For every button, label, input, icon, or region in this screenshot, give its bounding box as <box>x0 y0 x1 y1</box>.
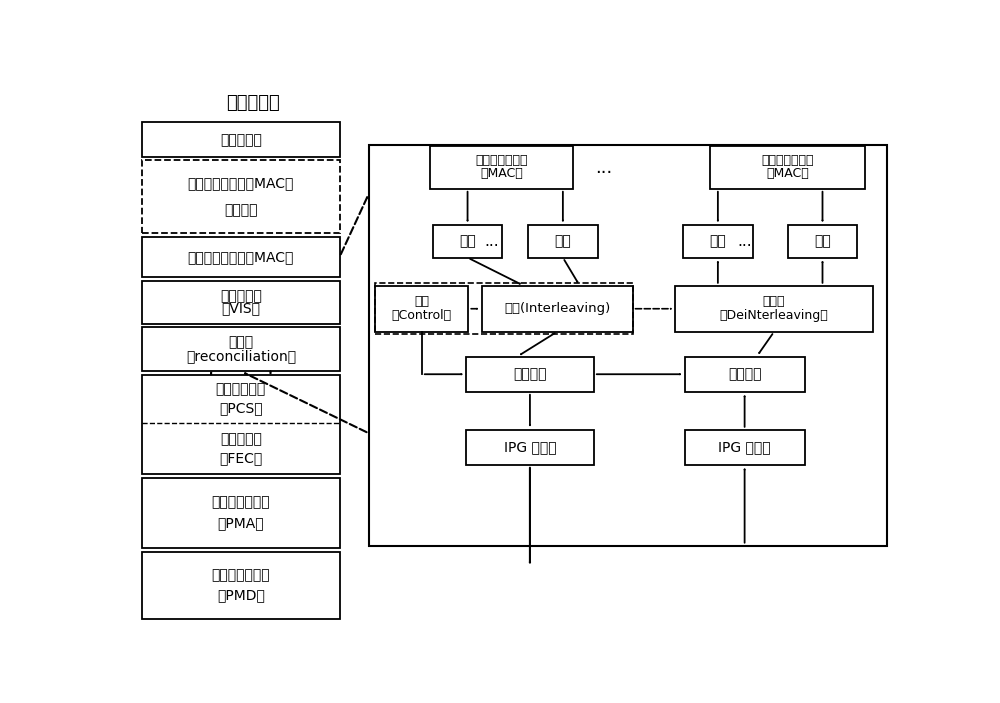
Bar <box>375 283 633 335</box>
Text: （可选）: （可选） <box>224 203 258 217</box>
Bar <box>466 356 594 392</box>
Bar <box>142 478 340 548</box>
Text: 接收数据: 接收数据 <box>728 367 761 381</box>
Text: ...: ... <box>738 234 752 249</box>
Bar <box>142 281 340 323</box>
Text: （MAC）: （MAC） <box>766 167 809 180</box>
Bar <box>369 145 887 546</box>
Text: （VIS）: （VIS） <box>221 302 260 316</box>
Bar <box>142 237 340 276</box>
Bar <box>466 430 594 465</box>
Text: （MAC）: （MAC） <box>480 167 523 180</box>
Text: 以太网层次: 以太网层次 <box>226 94 280 112</box>
Text: IPG 适配器: IPG 适配器 <box>718 440 771 454</box>
Text: 编码: 编码 <box>459 234 476 248</box>
Text: （Control）: （Control） <box>392 309 452 322</box>
Text: 发送数据: 发送数据 <box>513 367 547 381</box>
Text: 虚拟交织层: 虚拟交织层 <box>220 289 262 303</box>
Text: （DeiNterleaving）: （DeiNterleaving） <box>720 309 828 322</box>
Text: 编码: 编码 <box>554 234 571 248</box>
Text: 解码: 解码 <box>710 234 726 248</box>
Text: 协调层: 协调层 <box>228 335 253 349</box>
Text: ...: ... <box>484 234 499 249</box>
Bar <box>683 225 753 257</box>
Bar <box>685 430 805 465</box>
Bar <box>142 122 340 157</box>
Text: 物理媒体关联层: 物理媒体关联层 <box>212 568 270 582</box>
Text: 链路控制层: 链路控制层 <box>220 133 262 147</box>
Bar <box>710 146 865 189</box>
Text: 物理编码子层: 物理编码子层 <box>216 382 266 396</box>
Text: 媒体访问控制层: 媒体访问控制层 <box>475 154 528 167</box>
Bar <box>142 375 340 474</box>
Bar <box>142 327 340 371</box>
Bar <box>675 285 873 332</box>
Bar <box>433 225 502 257</box>
Text: 控制: 控制 <box>414 295 429 309</box>
Bar <box>788 225 857 257</box>
Text: 物理媒体附加层: 物理媒体附加层 <box>212 496 270 510</box>
Text: （reconciliation）: （reconciliation） <box>186 349 296 363</box>
Text: （FEC）: （FEC） <box>219 451 262 465</box>
Text: ...: ... <box>595 160 613 177</box>
Text: （PMD）: （PMD） <box>217 588 265 602</box>
Text: 前向纠错层: 前向纠错层 <box>220 432 262 446</box>
Bar <box>430 146 573 189</box>
Text: 交织(Interleaving): 交织(Interleaving) <box>504 302 610 315</box>
Text: （PCS）: （PCS） <box>219 401 263 415</box>
Bar <box>528 225 598 257</box>
Bar <box>142 160 340 233</box>
Text: 解码: 解码 <box>814 234 831 248</box>
Text: 媒体访问控制层: 媒体访问控制层 <box>761 154 814 167</box>
Bar <box>685 356 805 392</box>
Text: 媒体访问控制层（MAC）: 媒体访问控制层（MAC） <box>188 176 294 190</box>
Text: （PMA）: （PMA） <box>218 517 264 531</box>
Bar <box>375 285 468 332</box>
Text: IPG 适配器: IPG 适配器 <box>504 440 556 454</box>
Bar <box>482 285 633 332</box>
Text: 媒体访问控制层（MAC）: 媒体访问控制层（MAC） <box>188 250 294 264</box>
Bar <box>142 552 340 619</box>
Text: 解交织: 解交织 <box>763 295 785 309</box>
